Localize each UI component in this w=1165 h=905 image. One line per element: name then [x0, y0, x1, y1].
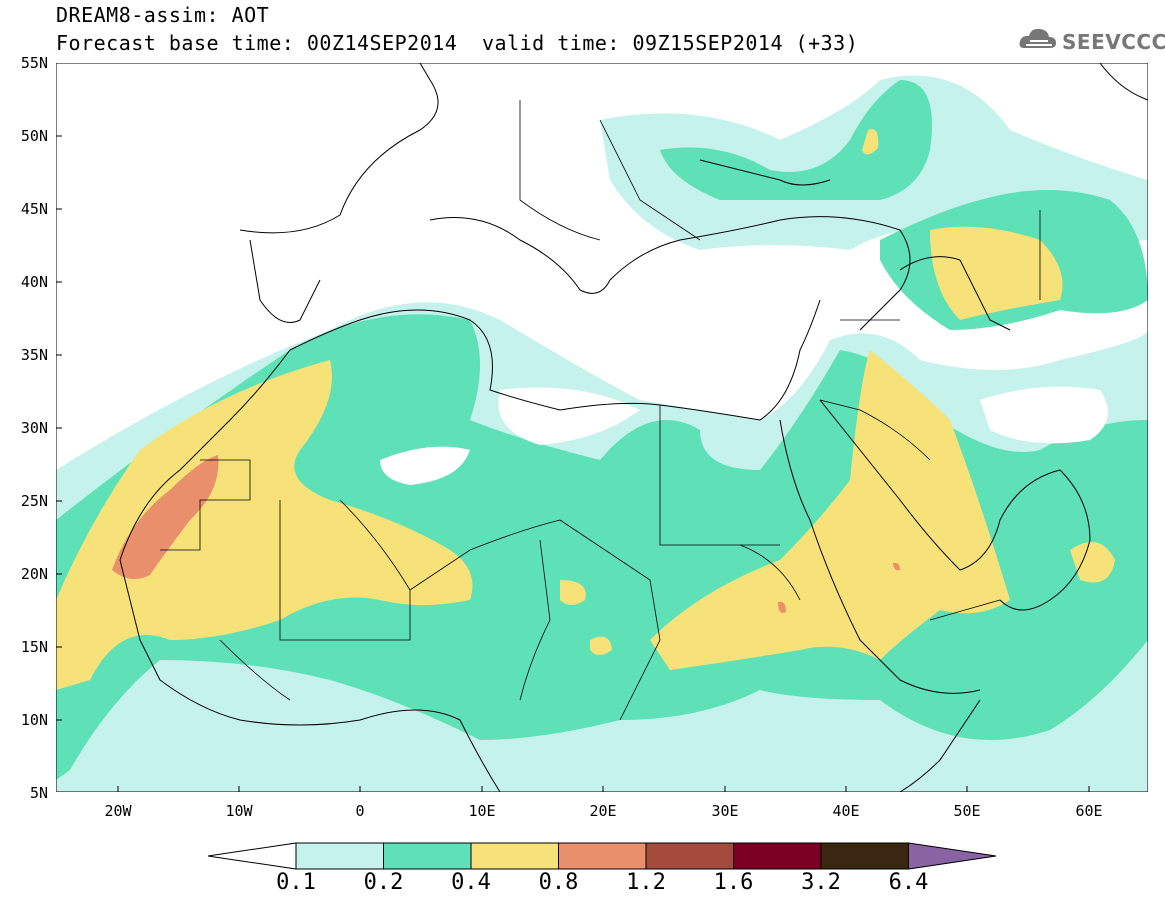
cloud-icon	[1019, 28, 1056, 48]
colorbar-label: 0.4	[451, 870, 491, 895]
lon-label: 30E	[711, 802, 739, 820]
map-title: DREAM8-assim: AOT	[56, 3, 270, 27]
lon-label: 60E	[1075, 802, 1103, 820]
colorbar-label: 1.2	[626, 870, 666, 895]
colorbar-swatch	[558, 842, 647, 870]
lat-label: 45N	[20, 200, 48, 218]
colorbar-label: 0.8	[538, 870, 579, 895]
colorbar-label: 1.6	[713, 870, 754, 895]
colorbar-swatch	[470, 842, 559, 870]
lat-label: 25N	[20, 492, 48, 510]
lon-label: 20E	[589, 802, 617, 820]
lon-label: 0	[355, 802, 365, 820]
aot-contour-0-4	[56, 129, 1115, 690]
colorbar-label: 0.2	[363, 870, 404, 895]
lon-label: 40E	[832, 802, 860, 820]
colorbar-label: 0.1	[276, 870, 316, 895]
colorbar	[207, 842, 997, 870]
lat-label: 15N	[20, 638, 48, 656]
lat-label: 55N	[20, 54, 48, 72]
lat-label: 20N	[20, 565, 48, 583]
lat-label: 50N	[20, 127, 48, 145]
aot-contour-0-8	[112, 455, 900, 613]
colorbar-swatch	[295, 842, 384, 870]
axis-ticks	[56, 135, 1090, 792]
colorbar-swatch	[645, 842, 734, 870]
lon-label: 10E	[468, 802, 496, 820]
lat-label: 35N	[20, 346, 48, 364]
lat-label: 5N	[29, 784, 48, 802]
colorbar-swatch	[733, 842, 822, 870]
logo-text: SEEVCCC	[1062, 30, 1165, 54]
lon-label: 20W	[104, 802, 132, 820]
colorbar-low-arrow	[207, 842, 297, 870]
lon-label: 10W	[225, 802, 253, 820]
lat-label: 30N	[20, 419, 48, 437]
country-borders	[160, 100, 1041, 721]
aot-field	[56, 63, 1148, 792]
valid-time: valid time: 09Z15SEP2014 (+33)	[482, 31, 859, 55]
coastlines	[119, 63, 1148, 792]
lat-label: 10N	[20, 711, 48, 729]
colorbar-label: 3.2	[801, 870, 841, 895]
lat-label: 40N	[20, 273, 48, 291]
colorbar-swatch	[820, 842, 909, 870]
aot-gap	[380, 386, 1108, 485]
colorbar-label: 6.4	[888, 870, 929, 895]
colorbar-high-arrow	[908, 842, 997, 870]
colorbar-swatch	[383, 842, 472, 870]
lon-label: 50E	[953, 802, 981, 820]
forecast-base-time: Forecast base time: 00Z14SEP2014	[56, 31, 458, 55]
